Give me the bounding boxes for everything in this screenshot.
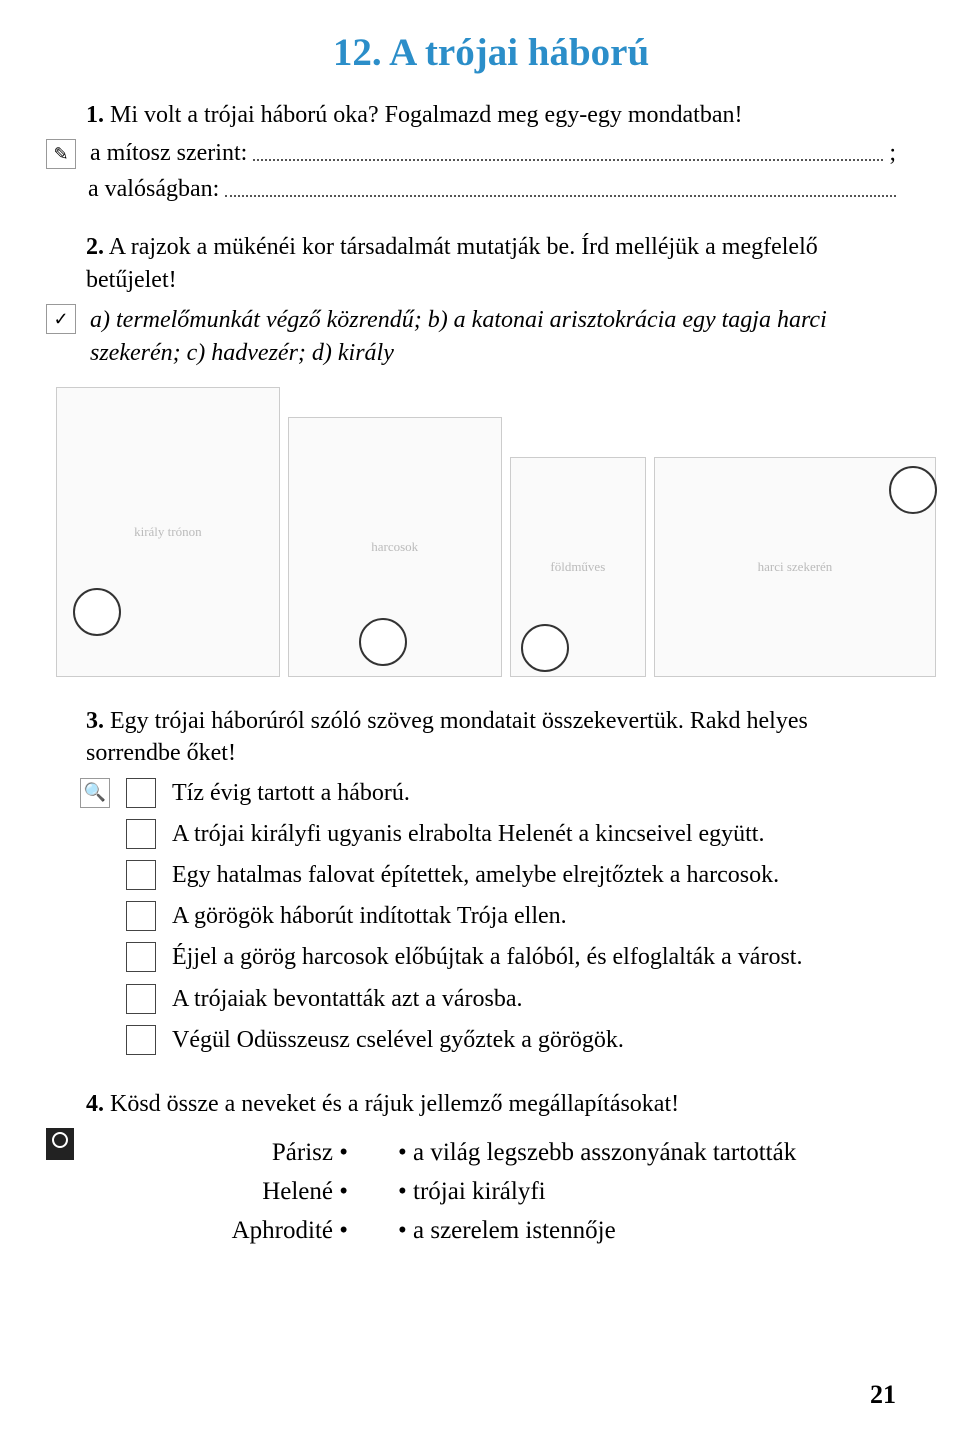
search-icon: 🔍 bbox=[80, 778, 110, 808]
answer-circle[interactable] bbox=[521, 624, 569, 672]
q3-sentence-row: A görögök háborút indítottak Trója ellen… bbox=[86, 901, 896, 932]
illus-king: király trónon bbox=[56, 387, 280, 677]
answer-line[interactable] bbox=[253, 155, 883, 161]
profile-icon bbox=[46, 1128, 74, 1160]
order-box[interactable] bbox=[126, 778, 156, 808]
q3-sentence-row: Végül Odüsszeusz cselével győztek a görö… bbox=[86, 1025, 896, 1056]
q1-number: 1. bbox=[86, 102, 104, 128]
q2-options: a) termelőmunkát végző közrendű; b) a ka… bbox=[90, 304, 896, 369]
order-box[interactable] bbox=[126, 1025, 156, 1055]
match-grid[interactable]: Párisz • Helené • Aphrodité • • a világ … bbox=[88, 1134, 896, 1250]
q3-sentence: A görögök háborút indítottak Trója ellen… bbox=[172, 901, 896, 932]
match-item[interactable]: Aphrodité • bbox=[88, 1212, 348, 1251]
q3-sentence: Végül Odüsszeusz cselével győztek a görö… bbox=[172, 1025, 896, 1056]
q3-sentence: Éjjel a görög harcosok előbújtak a falób… bbox=[172, 942, 896, 973]
q3-sentence-row: Éjjel a görög harcosok előbújtak a falób… bbox=[86, 942, 896, 973]
match-right-column: • a világ legszebb asszonyának tartották… bbox=[398, 1134, 896, 1250]
answer-circle[interactable] bbox=[889, 466, 937, 514]
q1-prompt: 1. Mi volt a trójai háború oka? Fogalmaz… bbox=[86, 99, 896, 131]
match-item[interactable]: Helené • bbox=[88, 1173, 348, 1212]
q1-label-a: a mítosz szerint: bbox=[90, 140, 247, 167]
order-box[interactable] bbox=[126, 942, 156, 972]
q3-sentence: A trójai királyfi ugyanis elrabolta Hele… bbox=[172, 819, 896, 850]
q4-number: 4. bbox=[86, 1091, 104, 1117]
q3-sentence-row: A trójaiak bevontatták azt a városba. bbox=[86, 984, 896, 1015]
q2-number: 2. bbox=[86, 234, 104, 260]
order-box[interactable] bbox=[126, 984, 156, 1014]
q3-sentence: A trójaiak bevontatták azt a városba. bbox=[172, 984, 896, 1015]
order-box[interactable] bbox=[126, 860, 156, 890]
q2-intro: 2. A rajzok a mükénéi kor társadalmát mu… bbox=[86, 231, 896, 296]
illus-warriors: harcosok bbox=[288, 417, 502, 677]
semicolon: ; bbox=[889, 140, 896, 167]
page-title: 12. A trójai háború bbox=[86, 30, 896, 75]
answer-line[interactable] bbox=[225, 191, 896, 197]
order-box[interactable] bbox=[126, 901, 156, 931]
match-item[interactable]: • a szerelem istennője bbox=[398, 1212, 896, 1251]
q3-sentence: Tíz évig tartott a háború. bbox=[172, 778, 896, 809]
q3-sentence-row: 🔍 Tíz évig tartott a háború. bbox=[86, 778, 896, 809]
q3-number: 3. bbox=[86, 708, 104, 734]
page-number: 21 bbox=[870, 1380, 896, 1410]
order-box[interactable] bbox=[126, 819, 156, 849]
q1-label-b: a valóságban: bbox=[88, 176, 219, 203]
match-item[interactable]: Párisz • bbox=[88, 1134, 348, 1173]
match-left-column: Párisz • Helené • Aphrodité • bbox=[88, 1134, 348, 1250]
answer-circle[interactable] bbox=[359, 618, 407, 666]
match-item[interactable]: • trójai királyfi bbox=[398, 1173, 896, 1212]
q4-prompt: 4. Kösd össze a neveket és a rájuk jelle… bbox=[86, 1088, 896, 1120]
q3-sentence-row: Egy hatalmas falovat építettek, amelybe … bbox=[86, 860, 896, 891]
illus-chariot: harci szekerén bbox=[654, 457, 936, 677]
q3-sentence-row: A trójai királyfi ugyanis elrabolta Hele… bbox=[86, 819, 896, 850]
illustration-row: király trónon harcosok földműves harci s… bbox=[56, 387, 936, 677]
pencil-icon: ✎ bbox=[46, 139, 76, 169]
q3-sentence: Egy hatalmas falovat építettek, amelybe … bbox=[172, 860, 896, 891]
check-icon: ✓ bbox=[46, 304, 76, 334]
answer-circle[interactable] bbox=[73, 588, 121, 636]
illus-farmer: földműves bbox=[510, 457, 646, 677]
q3-prompt: 3. Egy trójai háborúról szóló szöveg mon… bbox=[86, 705, 896, 770]
match-item[interactable]: • a világ legszebb asszonyának tartották bbox=[398, 1134, 896, 1173]
